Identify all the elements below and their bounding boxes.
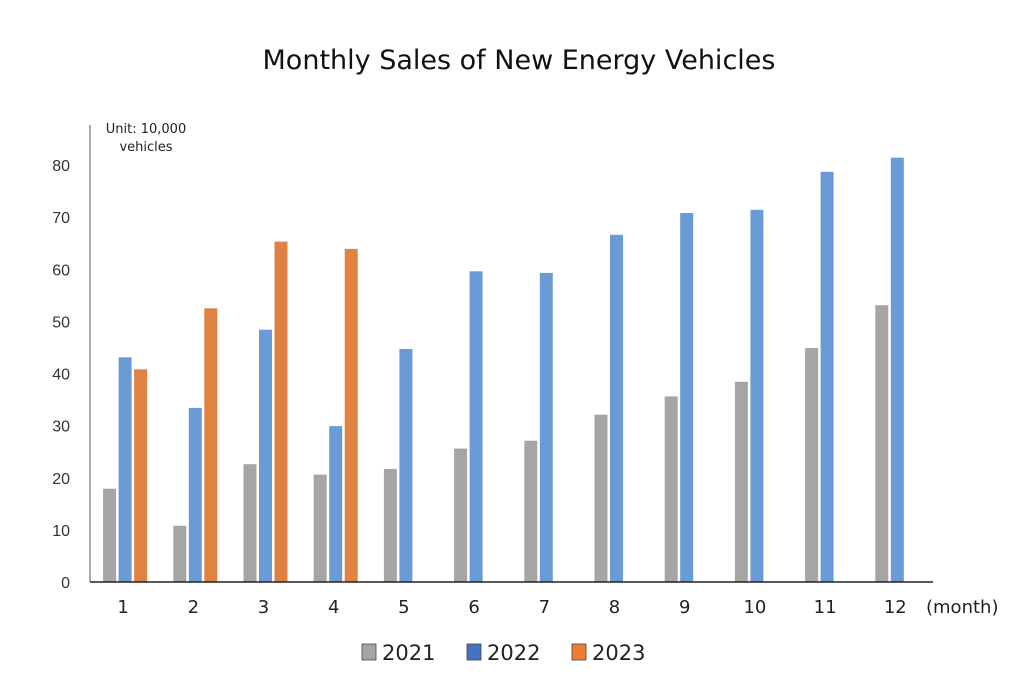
bar-2021-month-1 bbox=[103, 488, 117, 582]
bar-2021-month-7 bbox=[524, 440, 538, 582]
legend-label-2022: 2022 bbox=[487, 641, 540, 665]
legend-swatch-2021 bbox=[361, 643, 377, 661]
x-tick-label: 9 bbox=[679, 597, 690, 618]
bar-2022-month-8 bbox=[610, 234, 623, 583]
chart-title: Monthly Sales of New Energy Vehicles bbox=[263, 45, 776, 76]
x-tick-labels: 1 2 3 4 5 6 7 8 9 10 11 12 bbox=[117, 597, 906, 618]
legend-swatch-2022 bbox=[466, 643, 482, 661]
bar-2022-month-11 bbox=[820, 171, 834, 583]
x-tick-label: 10 bbox=[743, 597, 766, 618]
x-tick-label: 6 bbox=[468, 597, 479, 618]
bar-2021-month-3 bbox=[243, 464, 257, 582]
legend-label-2023: 2023 bbox=[592, 641, 645, 665]
bar-2021-month-11 bbox=[805, 348, 819, 582]
x-tick-label: 5 bbox=[398, 597, 409, 618]
bar-2021-month-9 bbox=[664, 396, 678, 582]
unit-label-line2: vehicles bbox=[119, 140, 172, 155]
bar-2022-month-4 bbox=[329, 426, 343, 582]
bar-2021-month-12 bbox=[875, 305, 889, 582]
x-tick-label: 1 bbox=[117, 597, 128, 618]
y-tick-labels: 0 10 20 30 40 50 60 70 80 bbox=[52, 158, 70, 592]
bar-2021-month-4 bbox=[313, 474, 327, 582]
bar-2022-month-5 bbox=[399, 349, 413, 582]
x-axis-label: (month) bbox=[926, 597, 998, 618]
legend-label-2021: 2021 bbox=[382, 641, 435, 665]
bar-2023-month-2 bbox=[204, 308, 218, 582]
bar-2023-month-3 bbox=[274, 241, 288, 582]
y-tick-label: 40 bbox=[52, 367, 70, 384]
unit-label-line1: Unit: 10,000 bbox=[106, 122, 186, 137]
bar-2022-month-2 bbox=[188, 407, 202, 582]
y-tick-label: 10 bbox=[52, 523, 70, 540]
bar-2022-month-3 bbox=[259, 329, 272, 582]
y-tick-label: 70 bbox=[52, 210, 70, 227]
bar-2021-month-8 bbox=[594, 414, 608, 582]
x-tick-label: 3 bbox=[258, 597, 269, 618]
bar-2023-month-1 bbox=[134, 369, 148, 582]
bar-2022-month-10 bbox=[750, 209, 764, 583]
bar-2022-month-7 bbox=[539, 272, 553, 582]
bar-2021-month-6 bbox=[454, 448, 468, 582]
bar-2023-month-4 bbox=[344, 248, 358, 582]
y-tick-label: 0 bbox=[61, 575, 70, 592]
x-tick-label: 8 bbox=[609, 597, 620, 618]
bar-2021-month-10 bbox=[734, 381, 748, 582]
y-tick-label: 20 bbox=[52, 471, 70, 488]
x-tick-label: 4 bbox=[328, 597, 339, 618]
y-tick-label: 30 bbox=[52, 419, 70, 436]
legend: 2021 2022 2023 bbox=[361, 641, 645, 665]
bars bbox=[103, 157, 904, 583]
bar-2021-month-2 bbox=[173, 525, 187, 582]
bar-2022-month-6 bbox=[469, 271, 483, 582]
bar-2022-month-9 bbox=[680, 213, 694, 582]
bar-2021-month-5 bbox=[383, 468, 397, 582]
y-axis: 0 10 20 30 40 50 60 70 80 bbox=[52, 125, 91, 592]
bar-2022-month-1 bbox=[118, 357, 132, 582]
y-tick-label: 60 bbox=[52, 262, 70, 279]
x-tick-label: 11 bbox=[814, 597, 837, 618]
bar-2022-month-12 bbox=[890, 157, 904, 582]
x-tick-label: 12 bbox=[884, 597, 907, 618]
x-tick-label: 2 bbox=[188, 597, 199, 618]
x-tick-label: 7 bbox=[539, 597, 550, 618]
legend-swatch-2023 bbox=[571, 643, 587, 661]
y-tick-label: 50 bbox=[52, 314, 70, 331]
y-tick-label: 80 bbox=[52, 158, 70, 175]
